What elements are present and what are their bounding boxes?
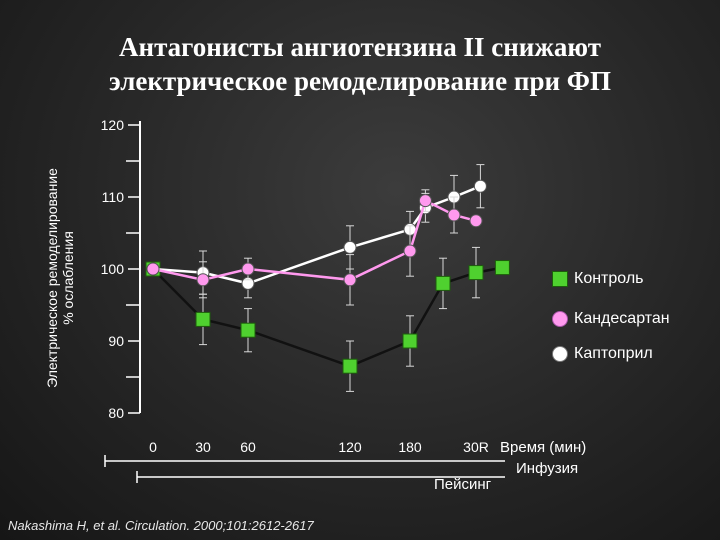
data-point — [494, 260, 510, 276]
data-point — [435, 275, 451, 291]
title-line-2: электрическое ремоделирование при ФП — [109, 66, 611, 96]
infusion-label: Инфузия — [516, 460, 578, 477]
data-point — [469, 214, 483, 228]
data-point — [403, 244, 417, 258]
data-point — [241, 262, 255, 276]
data-point — [418, 194, 432, 208]
legend-marker-candesartan — [552, 311, 568, 327]
y-tick-label: 100 — [101, 261, 125, 277]
data-point — [473, 179, 487, 193]
y-tick-label: 120 — [101, 117, 125, 133]
data-point — [343, 273, 357, 287]
data-point — [447, 208, 461, 222]
legend-item-candesartan: Кандесартан — [552, 308, 670, 330]
y-tick-label: 80 — [108, 405, 124, 421]
data-point — [342, 358, 358, 374]
x-tick-label: 60 — [240, 439, 256, 455]
series-2 — [146, 189, 483, 306]
data-point — [195, 311, 211, 327]
chart-series — [145, 164, 510, 392]
legend-item-control: Контроль — [552, 268, 644, 290]
tick-labels: 120 110 100 90 80 0 30 60 120 180 30R — [101, 117, 489, 455]
x-tick-label: 0 — [149, 439, 157, 455]
phase-brackets — [104, 455, 505, 483]
x-axis-label: Время (мин) — [500, 439, 586, 456]
data-point — [343, 240, 357, 254]
data-point — [196, 273, 210, 287]
data-point — [146, 262, 160, 276]
x-tick-label: 30R — [463, 439, 489, 455]
legend-marker-captopril — [552, 346, 568, 362]
citation: Nakashima H, et al. Circulation. 2000;10… — [8, 518, 314, 533]
y-tick-label: 110 — [102, 189, 125, 205]
x-tick-label: 120 — [338, 439, 362, 455]
data-point — [402, 333, 418, 349]
x-tick-label: 30 — [195, 439, 211, 455]
chart-axes — [126, 121, 141, 414]
y-tick-label: 90 — [108, 333, 124, 349]
legend-label-captopril: Каптоприл — [574, 345, 653, 362]
data-point — [468, 265, 484, 281]
legend-label-candesartan: Кандесартан — [574, 310, 670, 327]
legend-label-control: Контроль — [574, 270, 644, 287]
series-1 — [145, 246, 510, 392]
x-tick-label: 180 — [398, 439, 422, 455]
legend-item-captopril: Каптоприл — [552, 343, 653, 365]
pacing-label: Пейсинг — [434, 476, 492, 493]
data-point — [240, 322, 256, 338]
legend-marker-control — [552, 271, 568, 287]
title-line-1: Антагонисты ангиотензина II снижают — [119, 32, 601, 62]
slide-title: Антагонисты ангиотензина II снижают элек… — [0, 30, 720, 98]
